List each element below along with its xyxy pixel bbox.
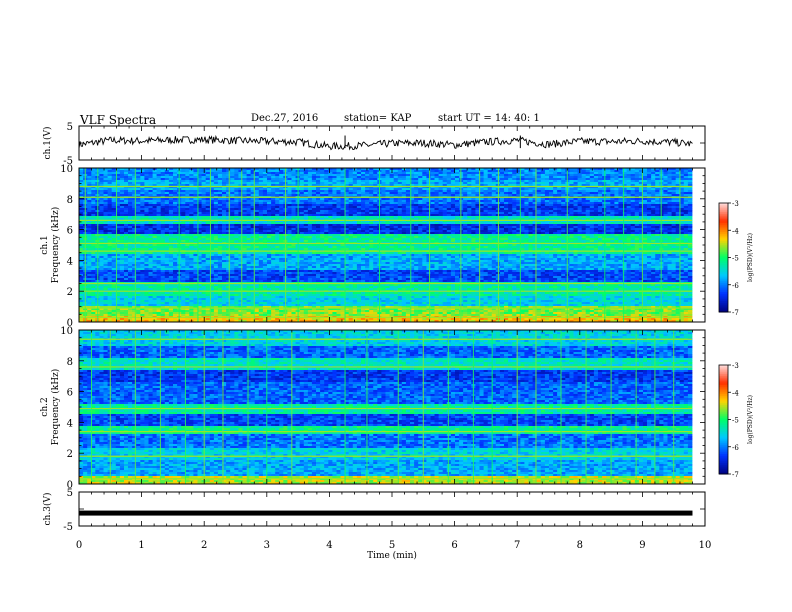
- waveform-trace: [79, 136, 693, 149]
- vlf-figure: 5-5ch.1(V)0246810ch.1 Frequency (kHz)-3-4…: [0, 0, 792, 612]
- y-axis-label: ch.1(V): [42, 127, 53, 160]
- panel-frame-ch1-waveform: [79, 126, 705, 160]
- spectrogram-ch1-spectrogram: [79, 168, 692, 322]
- y-tick-label: 5: [67, 122, 73, 133]
